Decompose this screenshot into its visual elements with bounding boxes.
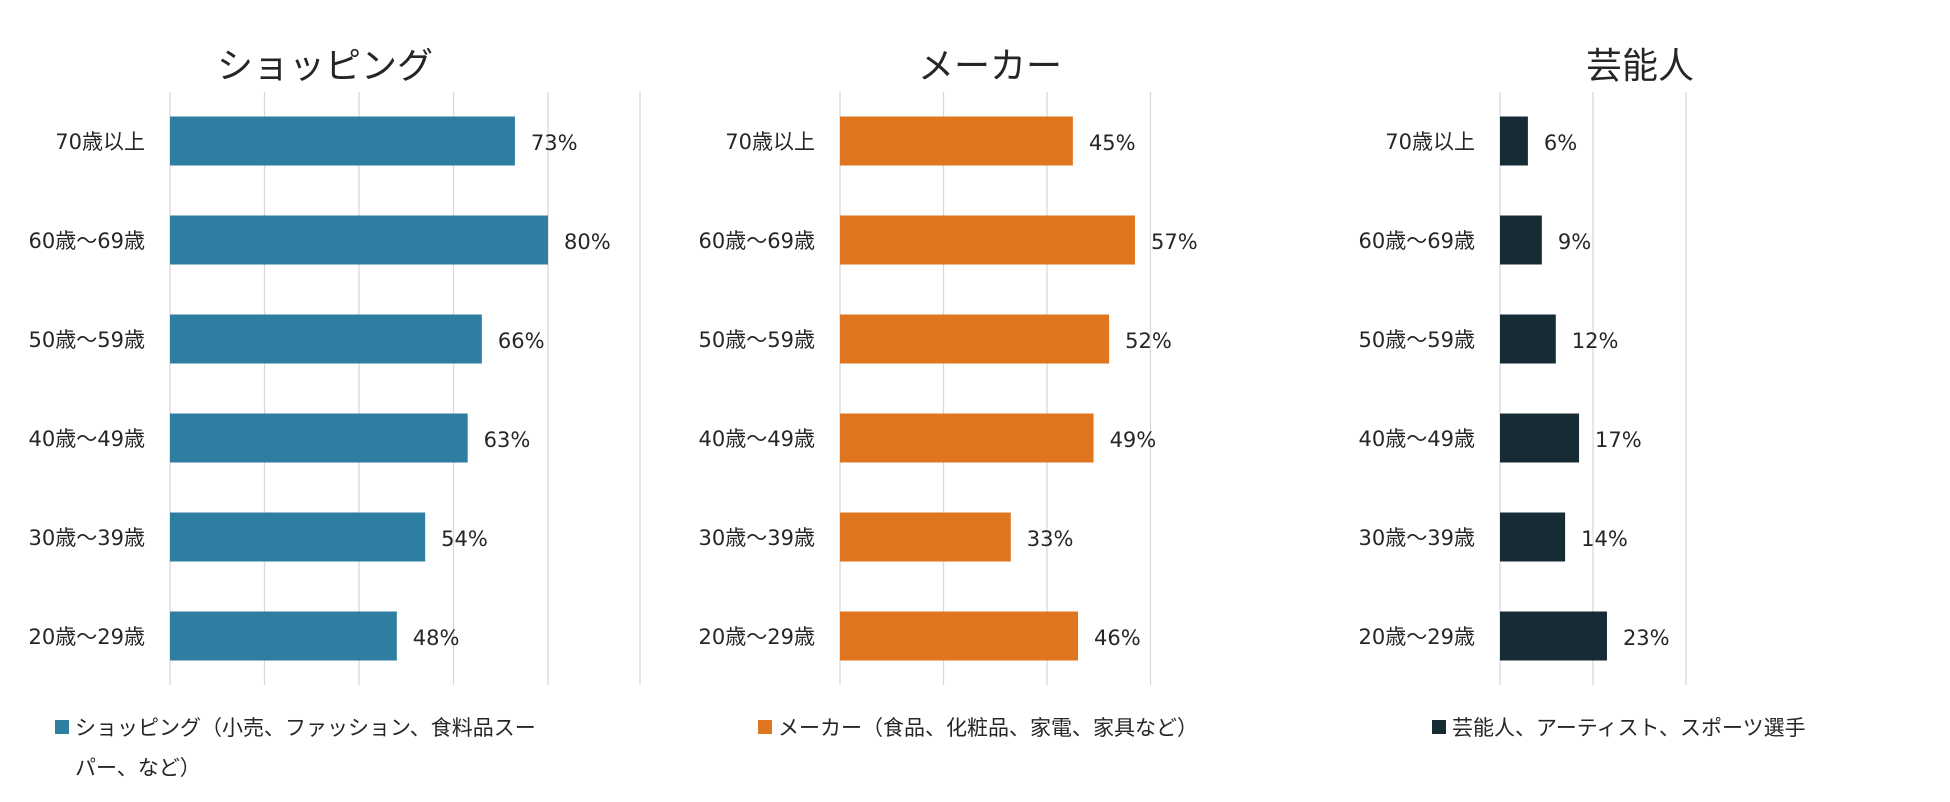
chart-panel-3: 芸能人 70歳以上 6% 60歳～69歳 9% 50歳～59歳 12% 40歳～49歳 17% 3… xyxy=(1359,46,1806,740)
bar xyxy=(840,413,1094,463)
bar xyxy=(170,314,482,364)
legend-swatch xyxy=(758,720,772,734)
category-label: 30歳～39歳 xyxy=(29,526,145,550)
category-label: 60歳～69歳 xyxy=(699,229,815,253)
data-label: 9% xyxy=(1558,230,1591,254)
chart-panel-2: メーカー 70歳以上 45% 60歳～69歳 57% 50歳～59歳 52% 40歳～49歳 4… xyxy=(699,46,1198,740)
category-label: 40歳～49歳 xyxy=(699,427,815,451)
data-label: 54% xyxy=(441,527,488,551)
bar xyxy=(840,512,1011,562)
data-label: 57% xyxy=(1151,230,1198,254)
category-label: 50歳～59歳 xyxy=(1359,328,1475,352)
category-label: 20歳～29歳 xyxy=(1359,625,1475,649)
legend-swatch xyxy=(55,720,69,734)
data-label: 49% xyxy=(1110,428,1157,452)
category-label: 50歳～59歳 xyxy=(29,328,145,352)
category-label: 70歳以上 xyxy=(1385,130,1475,154)
legend-label: 芸能人、アーティスト、スポーツ選手 xyxy=(1452,716,1806,740)
legend-label: メーカー（食品、化粧品、家電、家具など） xyxy=(778,716,1198,740)
chart-title: メーカー xyxy=(918,46,1062,87)
category-label: 30歳～39歳 xyxy=(699,526,815,550)
bar xyxy=(170,413,468,463)
bar xyxy=(1500,314,1556,364)
data-label: 52% xyxy=(1125,329,1172,353)
data-label: 6% xyxy=(1544,131,1577,155)
bar xyxy=(170,215,548,265)
bar xyxy=(170,116,515,166)
bar xyxy=(840,611,1079,661)
data-label: 73% xyxy=(531,131,578,155)
category-label: 60歳～69歳 xyxy=(29,229,145,253)
data-label: 14% xyxy=(1581,527,1628,551)
category-label: 20歳～29歳 xyxy=(699,625,815,649)
bar xyxy=(1500,413,1580,463)
category-label: 40歳～49歳 xyxy=(1359,427,1475,451)
bar xyxy=(1500,512,1566,562)
chart-title: 芸能人 xyxy=(1586,46,1694,87)
bar xyxy=(170,512,426,562)
bar xyxy=(840,314,1110,364)
chart-title: ショッピング xyxy=(217,46,433,87)
category-label: 30歳～39歳 xyxy=(1359,526,1475,550)
bar xyxy=(1500,611,1607,661)
data-label: 17% xyxy=(1595,428,1642,452)
legend: メーカー（食品、化粧品、家電、家具など） xyxy=(758,716,1198,740)
bar xyxy=(1500,116,1528,166)
legend-label: パー、など） xyxy=(75,756,201,780)
data-label: 23% xyxy=(1623,626,1670,650)
data-label: 12% xyxy=(1572,329,1619,353)
bar xyxy=(170,611,397,661)
data-label: 66% xyxy=(498,329,545,353)
category-label: 50歳～59歳 xyxy=(699,328,815,352)
bar xyxy=(840,215,1135,265)
bar xyxy=(1500,215,1542,265)
data-label: 63% xyxy=(484,428,531,452)
category-label: 20歳～29歳 xyxy=(29,625,145,649)
bar xyxy=(840,116,1073,166)
chart-panel-1: ショッピング 70歳以上 73% 60歳～69歳 80% 50歳～59歳 66% 40歳～49… xyxy=(29,46,641,780)
legend-swatch xyxy=(1432,720,1446,734)
category-label: 70歳以上 xyxy=(725,130,815,154)
data-label: 48% xyxy=(413,626,460,650)
data-label: 33% xyxy=(1027,527,1074,551)
data-label: 45% xyxy=(1089,131,1136,155)
legend: 芸能人、アーティスト、スポーツ選手 xyxy=(1432,716,1806,740)
legend-label: ショッピング（小売、ファッション、食料品スー xyxy=(75,716,536,740)
category-label: 70歳以上 xyxy=(55,130,145,154)
category-label: 40歳～49歳 xyxy=(29,427,145,451)
data-label: 80% xyxy=(564,230,611,254)
data-label: 46% xyxy=(1094,626,1141,650)
category-label: 60歳～69歳 xyxy=(1359,229,1475,253)
